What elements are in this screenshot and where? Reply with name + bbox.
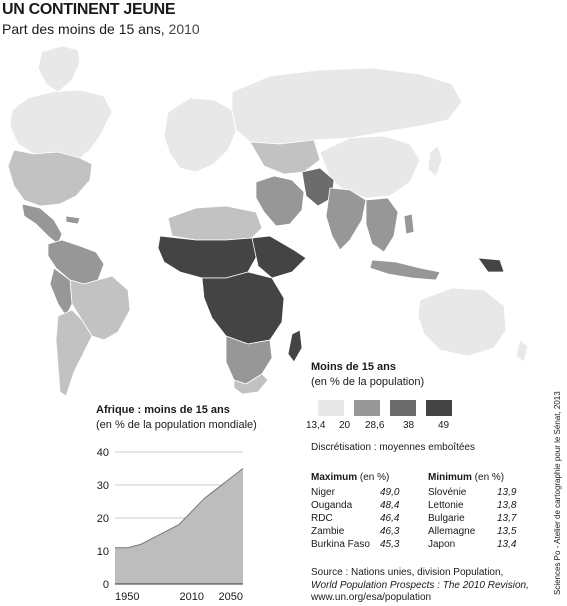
usa <box>7 149 93 207</box>
min-value-4: 13,4 <box>497 539 517 550</box>
maximum-header: Maximum (en %) <box>311 472 389 483</box>
minimum-label: Minimum <box>428 472 472 483</box>
png <box>477 257 505 273</box>
x-tick-label-0: 1950 <box>115 591 139 603</box>
north-africa <box>167 205 263 241</box>
legend-swatch-0 <box>318 400 344 416</box>
australia <box>417 287 507 357</box>
caribbean <box>65 215 81 225</box>
legend-break-3: 38 <box>403 420 415 431</box>
y-tick-label-2: 20 <box>97 513 109 525</box>
max-country-1: Ouganda <box>311 500 353 511</box>
world-map <box>7 45 529 397</box>
x-tick-label-2: 2050 <box>219 591 243 603</box>
southern-cone <box>55 309 93 397</box>
greenland <box>37 45 81 93</box>
x-tick-label-1: 2010 <box>180 591 204 603</box>
y-tick-label-0: 0 <box>103 579 109 591</box>
china <box>319 135 421 199</box>
min-country-1: Lettonie <box>428 500 464 511</box>
min-country-0: Slovénie <box>428 487 467 498</box>
legend-swatch-1 <box>354 400 380 416</box>
maximum-label: Maximum <box>311 472 358 483</box>
chart-title: Afrique : moins de 15 ans <box>96 404 230 416</box>
source-line-1: Source : Nations unies, division Populat… <box>311 567 504 578</box>
legend-break-2: 28,6 <box>365 420 385 431</box>
max-country-4: Burkina Faso <box>311 539 370 550</box>
india <box>325 187 367 251</box>
max-value-1: 48,4 <box>380 500 400 511</box>
min-value-2: 13,7 <box>497 513 517 524</box>
minimum-header: Minimum (en %) <box>428 472 504 483</box>
legend-break-4: 49 <box>438 420 450 431</box>
madagascar <box>287 329 303 363</box>
y-tick-label-1: 10 <box>97 546 109 558</box>
subtitle-year: 2010 <box>168 21 200 37</box>
min-country-4: Japon <box>428 539 456 550</box>
max-country-2: RDC <box>311 513 333 524</box>
europe <box>163 97 237 173</box>
brazil <box>69 275 131 341</box>
canada <box>9 89 113 159</box>
max-value-4: 45,3 <box>380 539 400 550</box>
legend-title: Moins de 15 ans <box>311 361 396 373</box>
central-asia <box>249 139 321 175</box>
min-value-1: 13,8 <box>497 500 517 511</box>
central-america <box>21 203 63 245</box>
discretisation-note: Discrétisation : moyennes emboîtées <box>311 442 475 453</box>
max-country-0: Niger <box>311 487 335 498</box>
map-subtitle: Part des moins de 15 ans, 2010 <box>2 21 200 37</box>
min-country-2: Bulgarie <box>428 513 465 524</box>
minimum-unit: (en %) <box>474 472 505 483</box>
chart-subtitle: (en % de la population mondiale) <box>96 419 257 431</box>
y-tick-label-4: 40 <box>97 447 109 459</box>
max-country-3: Zambie <box>311 526 345 537</box>
central-africa <box>201 271 285 345</box>
south-africa <box>233 373 269 395</box>
legend-break-0: 13,4 <box>306 420 326 431</box>
credit-note: Sciences Po - Atelier de cartographie po… <box>553 391 562 595</box>
legend-subtitle: (en % de la population) <box>311 376 425 388</box>
area-series-line <box>115 468 244 549</box>
russia <box>231 67 463 145</box>
legend-break-1: 20 <box>339 420 351 431</box>
subtitle-text: Part des moins de 15 ans, <box>2 21 165 37</box>
new-zealand <box>515 339 529 363</box>
area-series <box>115 468 243 584</box>
west-africa <box>157 235 259 279</box>
min-value-0: 13,9 <box>497 487 517 498</box>
southeast-asia <box>365 197 399 253</box>
max-value-0: 49,0 <box>380 487 400 498</box>
japan <box>427 145 443 177</box>
source-line-3: www.un.org/esa/population <box>311 592 432 603</box>
source-note: Source : Nations unies, division Populat… <box>311 567 529 605</box>
legend-swatch-3 <box>426 400 452 416</box>
legend-swatch-2 <box>390 400 416 416</box>
min-country-3: Allemagne <box>428 526 476 537</box>
africa-under15-chart: 0 10 20 30 40 1950 2010 2050 <box>97 447 244 603</box>
max-value-3: 46,3 <box>380 526 400 537</box>
philippines <box>403 213 415 235</box>
map-title: UN CONTINENT JEUNE <box>2 1 176 18</box>
min-value-3: 13,5 <box>497 526 517 537</box>
y-tick-label-3: 30 <box>97 480 109 492</box>
source-line-2: World Population Prospects : The 2010 Re… <box>311 579 529 591</box>
horn-of-africa <box>251 235 307 279</box>
indonesia <box>369 259 441 281</box>
max-value-2: 46,4 <box>380 513 400 524</box>
maximum-unit: (en %) <box>359 472 390 483</box>
middle-east <box>255 175 305 227</box>
